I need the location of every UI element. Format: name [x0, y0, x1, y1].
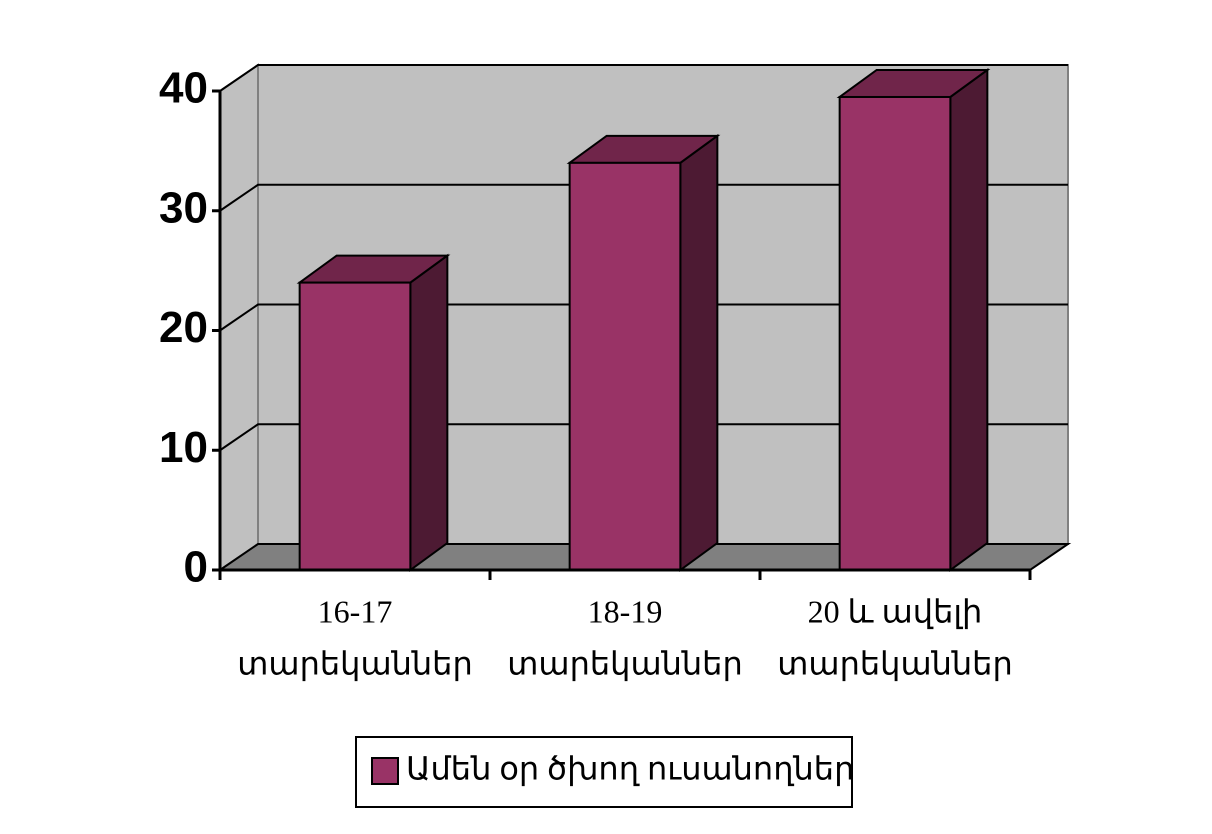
legend: Ամեն օր ծխող ուսանողներ [355, 736, 854, 808]
grid-line [219, 303, 1068, 332]
x-tick-label: 18-19 [588, 593, 663, 629]
bar [836, 68, 991, 572]
x-tick-label: տարեկաններ [237, 645, 472, 681]
bar-side [949, 68, 989, 572]
x-tick-label: տարեկաններ [777, 645, 1012, 681]
bar-front [298, 281, 412, 571]
y-tick-label: 40 [159, 64, 208, 113]
legend-box [355, 736, 853, 808]
grid-line [219, 64, 1068, 92]
legend-swatch [371, 757, 399, 785]
bar-side [409, 253, 449, 572]
x-tick-label: 20 և ավելի [808, 593, 983, 629]
y-tick-label: 10 [159, 423, 208, 472]
x-tick-label: 16-17 [318, 593, 393, 629]
bar-front [838, 95, 952, 572]
bar-side [679, 133, 719, 572]
grid [219, 64, 1068, 452]
y-tick-label: 30 [159, 183, 208, 232]
y-tick-label: 0 [184, 543, 208, 592]
bars [296, 68, 991, 572]
bar [566, 133, 721, 572]
bar [296, 253, 451, 572]
y-tick-label: 20 [159, 303, 208, 352]
grid-line [219, 423, 1068, 452]
bar-front [568, 161, 682, 571]
legend-label: Ամեն օր ծխող ուսանողներ [406, 750, 854, 786]
grid-line [219, 183, 1068, 212]
x-tick-label: տարեկաններ [507, 645, 742, 681]
